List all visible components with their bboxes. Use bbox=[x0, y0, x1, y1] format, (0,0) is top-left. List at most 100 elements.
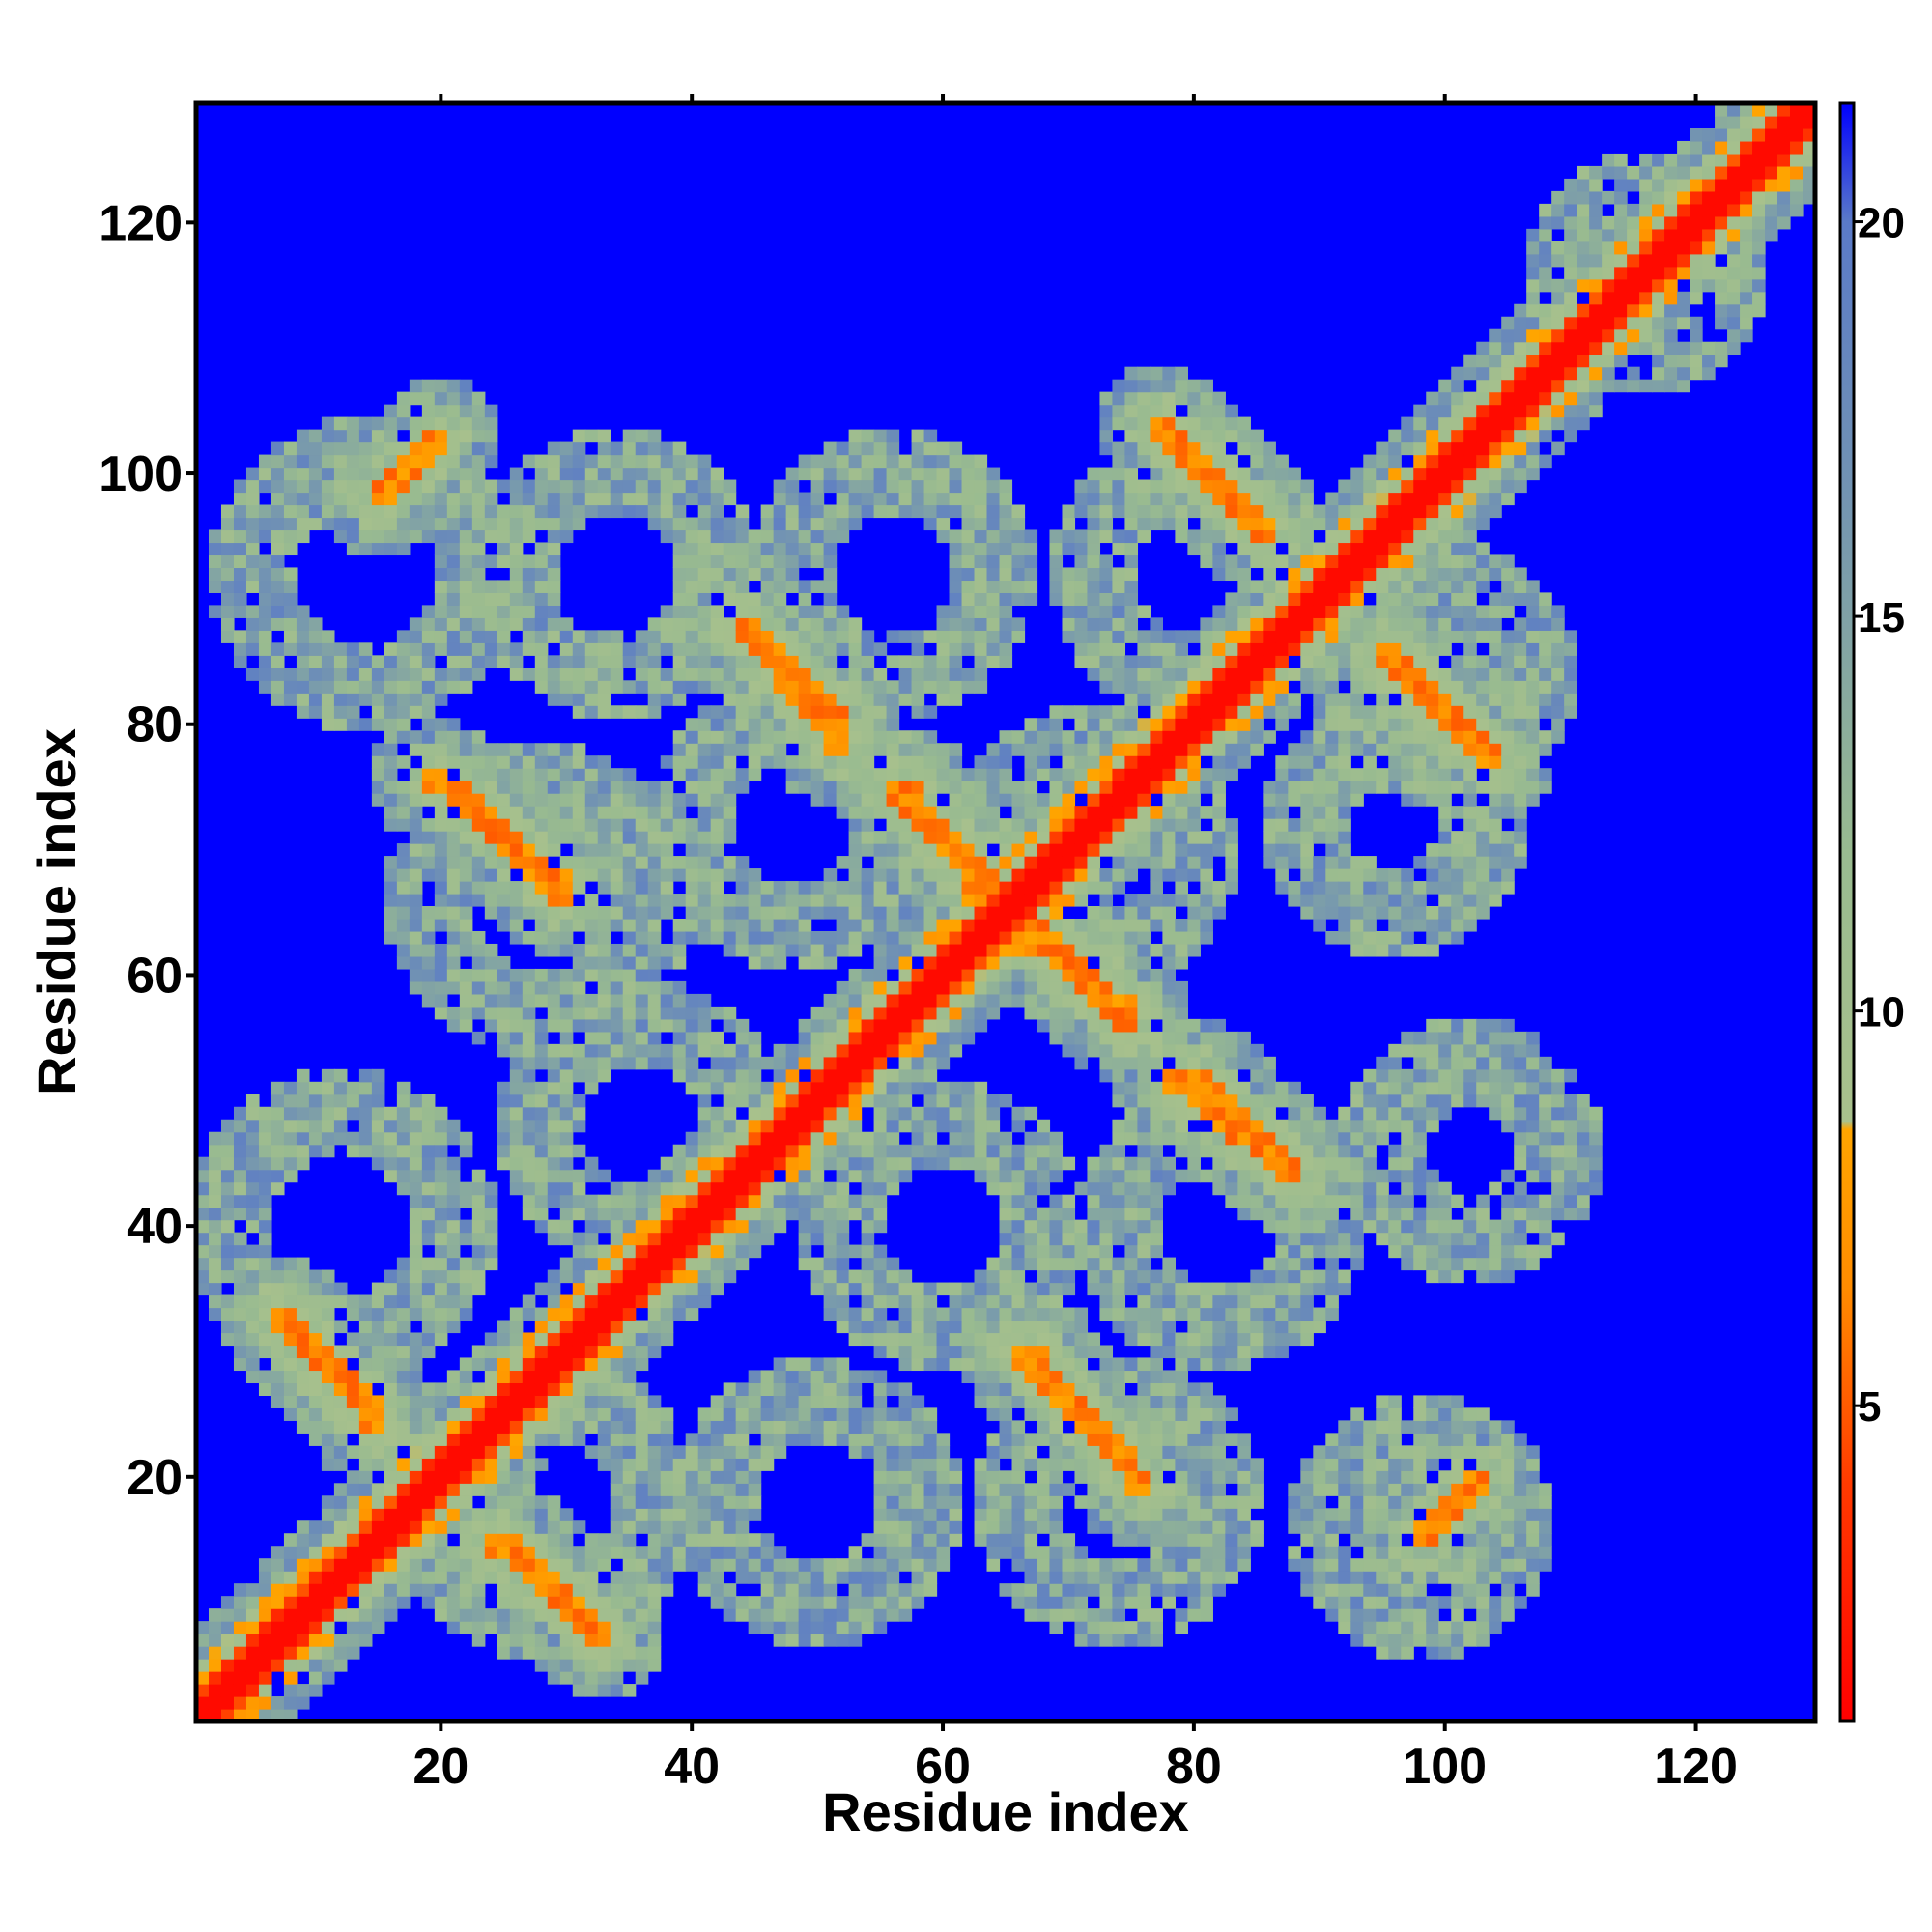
heatmap-cell bbox=[409, 617, 423, 631]
heatmap-cell bbox=[936, 843, 951, 857]
heatmap-cell bbox=[396, 1458, 411, 1471]
heatmap-cell bbox=[873, 843, 888, 857]
heatmap-cell bbox=[999, 1483, 1013, 1496]
heatmap-cell bbox=[547, 1558, 561, 1572]
heatmap-cell bbox=[974, 1018, 988, 1033]
heatmap-cell bbox=[923, 768, 938, 781]
heatmap-cell bbox=[1112, 1006, 1126, 1020]
heatmap-cell bbox=[471, 1445, 486, 1459]
heatmap-cell bbox=[936, 668, 951, 681]
heatmap-cell bbox=[559, 1596, 574, 1609]
heatmap-cell bbox=[1011, 1106, 1026, 1121]
heatmap-cell bbox=[459, 1232, 473, 1246]
heatmap-cell bbox=[974, 1131, 988, 1146]
heatmap-cell bbox=[1087, 1156, 1101, 1171]
heatmap-cell bbox=[848, 1006, 863, 1020]
heatmap-cell bbox=[471, 968, 486, 982]
heatmap-cell bbox=[647, 1608, 662, 1622]
heatmap-cell bbox=[509, 755, 524, 769]
heatmap-cell bbox=[233, 529, 247, 544]
heatmap-cell bbox=[559, 467, 574, 481]
heatmap-cell bbox=[735, 642, 750, 656]
heatmap-cell bbox=[597, 454, 611, 469]
heatmap-cell bbox=[1037, 1571, 1051, 1584]
heatmap-cell bbox=[1087, 1169, 1101, 1183]
heatmap-cell bbox=[270, 1131, 285, 1146]
heatmap-cell bbox=[283, 1395, 298, 1408]
heatmap-cell bbox=[911, 1332, 925, 1347]
heatmap-cell bbox=[923, 1508, 938, 1521]
heatmap-cell bbox=[1124, 1357, 1139, 1372]
heatmap-cell bbox=[1087, 755, 1101, 769]
heatmap-cell bbox=[509, 1407, 524, 1421]
heatmap-cell bbox=[647, 705, 662, 719]
heatmap-cell bbox=[672, 1006, 687, 1020]
heatmap-cell bbox=[697, 1194, 712, 1208]
heatmap-cell bbox=[245, 1119, 260, 1133]
heatmap-cell bbox=[547, 1608, 561, 1622]
heatmap-cell bbox=[283, 1169, 298, 1183]
heatmap-cell bbox=[622, 955, 637, 970]
heatmap-cell bbox=[773, 955, 787, 970]
heatmap-cell bbox=[371, 1546, 385, 1559]
heatmap-cell bbox=[233, 1181, 247, 1196]
heatmap-cell bbox=[848, 517, 863, 531]
heatmap-cell bbox=[848, 454, 863, 469]
heatmap-cell bbox=[547, 1081, 561, 1095]
heatmap-cell bbox=[999, 542, 1013, 556]
heatmap-cell bbox=[296, 655, 310, 668]
heatmap-cell bbox=[748, 1470, 762, 1484]
heatmap-cell bbox=[597, 1056, 611, 1070]
heatmap-cell bbox=[798, 743, 812, 756]
heatmap-cell bbox=[497, 1106, 511, 1121]
heatmap-cell bbox=[459, 1596, 473, 1609]
heatmap-cell bbox=[421, 718, 436, 731]
heatmap-cell bbox=[220, 1257, 235, 1271]
heatmap-cell bbox=[245, 1659, 260, 1672]
heatmap-cell bbox=[270, 1583, 285, 1597]
heatmap-cell bbox=[534, 1370, 549, 1384]
heatmap-cell bbox=[785, 517, 800, 531]
heatmap-cell bbox=[1074, 617, 1089, 631]
heatmap-cell bbox=[710, 668, 724, 681]
heatmap-cell bbox=[773, 605, 787, 618]
heatmap-cell bbox=[421, 467, 436, 481]
heatmap-cell bbox=[584, 1269, 599, 1284]
heatmap-cell bbox=[471, 1571, 486, 1584]
heatmap-cell bbox=[610, 1294, 624, 1309]
heatmap-cell bbox=[559, 980, 574, 995]
heatmap-cell bbox=[999, 980, 1013, 995]
heatmap-cell bbox=[823, 906, 838, 920]
heatmap-cell bbox=[848, 1571, 863, 1584]
heatmap-cell bbox=[371, 1294, 385, 1309]
heatmap-cell bbox=[1112, 567, 1126, 582]
heatmap-cell bbox=[1074, 1232, 1089, 1246]
heatmap-cell bbox=[647, 693, 662, 706]
heatmap-cell bbox=[584, 479, 599, 494]
heatmap-cell bbox=[1074, 818, 1089, 832]
heatmap-cell bbox=[396, 1407, 411, 1421]
heatmap-cell bbox=[597, 955, 611, 970]
heatmap-cell bbox=[308, 617, 323, 631]
heatmap-cell bbox=[522, 1546, 536, 1559]
heatmap-cell bbox=[1124, 1370, 1139, 1384]
heatmap-cell bbox=[1024, 856, 1038, 869]
heatmap-cell bbox=[547, 831, 561, 844]
heatmap-cell bbox=[471, 1357, 486, 1372]
heatmap-cell bbox=[861, 642, 875, 656]
heatmap-cell bbox=[697, 843, 712, 857]
heatmap-cell bbox=[584, 1156, 599, 1171]
heatmap-cell bbox=[723, 768, 737, 781]
heatmap-cell bbox=[923, 755, 938, 769]
heatmap-cell bbox=[760, 1094, 775, 1108]
heatmap-cell bbox=[723, 1558, 737, 1572]
heatmap-cell bbox=[484, 1181, 498, 1196]
heatmap-cell bbox=[760, 1181, 775, 1196]
heatmap-cell bbox=[647, 1269, 662, 1284]
heatmap-cell bbox=[384, 1332, 398, 1347]
heatmap-cell bbox=[559, 630, 574, 643]
heatmap-cell bbox=[873, 968, 888, 982]
heatmap-cell bbox=[748, 1219, 762, 1234]
heatmap-cell bbox=[1099, 730, 1114, 744]
heatmap-cell bbox=[1087, 768, 1101, 781]
